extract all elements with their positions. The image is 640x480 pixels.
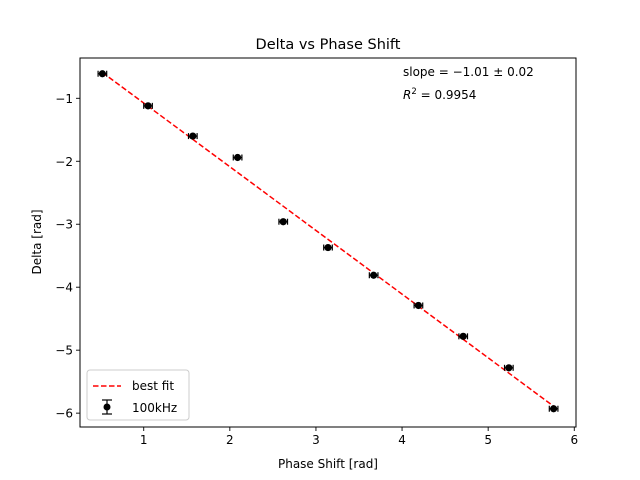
data-marker — [370, 271, 378, 279]
best-fit-line — [101, 71, 555, 407]
chart-title: Delta vs Phase Shift — [256, 37, 401, 53]
x-tick-label: 2 — [226, 433, 234, 447]
r-squared-symbol: R — [403, 88, 411, 102]
data-marker — [144, 102, 152, 110]
data-point — [97, 70, 108, 78]
data-marker — [279, 218, 287, 226]
legend-box — [86, 369, 190, 421]
data-point — [278, 218, 289, 226]
data-point — [368, 271, 379, 279]
data-point — [143, 102, 153, 110]
slope-annotation: slope = −1.01 ± 0.02 — [403, 65, 534, 79]
data-marker — [233, 153, 242, 162]
x-tick-label: 3 — [312, 433, 320, 447]
y-tick-label: −1 — [55, 92, 73, 106]
r-squared-value: = 0.9954 — [417, 88, 477, 102]
y-tick-label: −3 — [55, 218, 73, 232]
x-axis-label: Phase Shift [rad] — [278, 457, 378, 471]
data-point — [187, 132, 198, 140]
r-squared-annotation: R2 = 0.9954 — [403, 87, 476, 102]
y-axis-label: Delta [rad] — [30, 209, 44, 274]
data-marker — [189, 132, 197, 140]
x-tick-label: 5 — [484, 433, 492, 447]
data-marker — [324, 243, 332, 252]
plot-area: 1 2 3 4 5 6 −1 −2 −3 −4 −5 −6 — [55, 70, 578, 447]
legend-errorbar-sample — [102, 399, 112, 415]
data-point — [458, 332, 469, 340]
x-tick-label: 1 — [140, 433, 148, 447]
legend-data-label: 100kHz — [132, 401, 177, 415]
data-marker — [550, 405, 558, 413]
legend-fit-label: best fit — [132, 379, 174, 393]
legend: best fit 100kHz — [86, 369, 190, 421]
data-marker — [414, 301, 423, 310]
y-tick-label: −5 — [55, 344, 73, 358]
data-point — [548, 405, 559, 413]
data-marker — [459, 332, 467, 340]
y-tick-label: −6 — [55, 407, 73, 421]
data-marker — [505, 364, 513, 372]
y-tick-label: −4 — [55, 281, 73, 295]
y-tick-label: −2 — [55, 155, 73, 169]
x-tick-label: 6 — [570, 433, 578, 447]
data-marker — [98, 70, 106, 78]
data-point — [503, 364, 514, 372]
axes-frame — [79, 57, 577, 428]
data-point — [413, 301, 424, 310]
data-point — [232, 153, 243, 162]
x-tick-label: 4 — [398, 433, 406, 447]
r-squared-exponent: 2 — [411, 87, 416, 97]
data-point — [323, 243, 333, 252]
